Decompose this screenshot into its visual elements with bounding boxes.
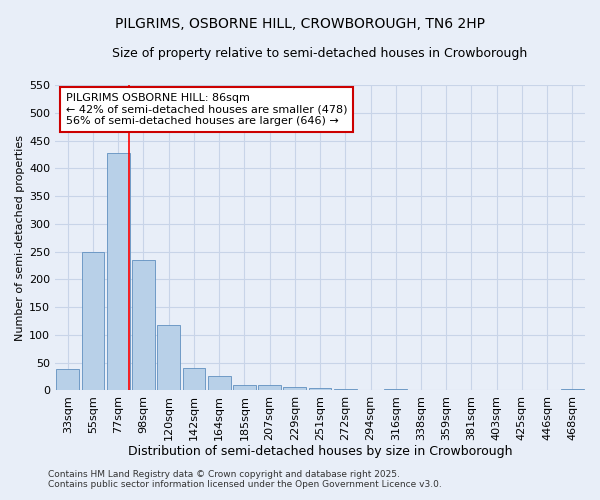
- Bar: [309, 388, 331, 390]
- Text: Contains HM Land Registry data © Crown copyright and database right 2025.
Contai: Contains HM Land Registry data © Crown c…: [48, 470, 442, 489]
- Bar: [82, 252, 104, 390]
- Bar: [258, 385, 281, 390]
- Bar: [561, 388, 584, 390]
- Text: PILGRIMS OSBORNE HILL: 86sqm
← 42% of semi-detached houses are smaller (478)
56%: PILGRIMS OSBORNE HILL: 86sqm ← 42% of se…: [66, 93, 347, 126]
- Y-axis label: Number of semi-detached properties: Number of semi-detached properties: [15, 135, 25, 341]
- Bar: [334, 389, 356, 390]
- Text: PILGRIMS, OSBORNE HILL, CROWBOROUGH, TN6 2HP: PILGRIMS, OSBORNE HILL, CROWBOROUGH, TN6…: [115, 18, 485, 32]
- Bar: [182, 368, 205, 390]
- Bar: [233, 385, 256, 390]
- Bar: [107, 153, 130, 390]
- Bar: [385, 388, 407, 390]
- X-axis label: Distribution of semi-detached houses by size in Crowborough: Distribution of semi-detached houses by …: [128, 444, 512, 458]
- Title: Size of property relative to semi-detached houses in Crowborough: Size of property relative to semi-detach…: [112, 48, 528, 60]
- Bar: [208, 376, 230, 390]
- Bar: [132, 260, 155, 390]
- Bar: [283, 387, 306, 390]
- Bar: [157, 325, 180, 390]
- Bar: [56, 370, 79, 390]
